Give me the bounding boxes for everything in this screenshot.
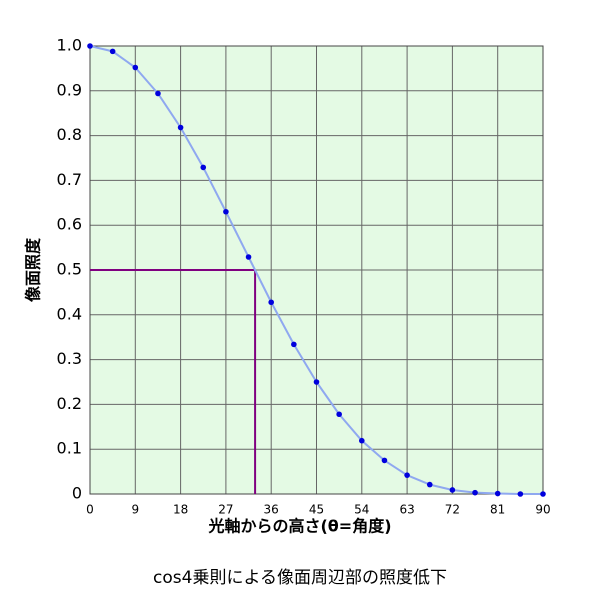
x-tick-label: 27 bbox=[218, 503, 233, 517]
x-tick-label: 54 bbox=[354, 503, 369, 517]
data-point bbox=[426, 481, 433, 488]
x-tick-label: 81 bbox=[490, 503, 505, 517]
x-tick-label: 18 bbox=[173, 503, 188, 517]
y-tick-label: 0.6 bbox=[57, 215, 82, 234]
data-point bbox=[494, 490, 501, 497]
chart-title: cos4乗則による像面周辺部の照度低下 bbox=[153, 568, 447, 588]
data-point bbox=[517, 491, 524, 497]
data-point bbox=[200, 164, 207, 171]
x-tick-label: 45 bbox=[309, 503, 324, 517]
x-tick-label: 36 bbox=[264, 503, 279, 517]
data-point bbox=[381, 457, 388, 464]
data-point bbox=[109, 48, 116, 55]
y-tick-label: 0.2 bbox=[57, 394, 82, 413]
data-point bbox=[291, 341, 297, 348]
data-point bbox=[540, 491, 546, 497]
x-tick-label: 0 bbox=[86, 503, 94, 517]
data-point bbox=[132, 64, 139, 71]
data-point bbox=[245, 254, 252, 260]
y-tick-label: 0.8 bbox=[57, 125, 82, 144]
data-point bbox=[155, 90, 161, 97]
data-point bbox=[359, 437, 365, 444]
x-tick-label: 63 bbox=[399, 503, 414, 517]
data-point bbox=[268, 299, 275, 306]
y-axis-label: 像面照度 bbox=[24, 237, 43, 302]
data-point bbox=[336, 411, 342, 418]
y-tick-label: 0.3 bbox=[57, 349, 82, 368]
y-tick-label: 0.1 bbox=[57, 439, 82, 458]
x-tick-label: 90 bbox=[535, 503, 550, 517]
data-point bbox=[404, 472, 410, 478]
x-axis-label: 光軸からの高さ(θ=角度) bbox=[207, 517, 391, 536]
y-tick-label: 0.7 bbox=[57, 170, 82, 189]
data-point bbox=[449, 487, 456, 493]
x-tick-label: 9 bbox=[131, 503, 139, 517]
y-tick-label: 0.4 bbox=[57, 304, 82, 323]
data-point bbox=[177, 124, 184, 131]
y-tick-label: 0 bbox=[72, 484, 82, 503]
x-tick-label: 72 bbox=[445, 503, 460, 517]
y-tick-label: 0.9 bbox=[57, 80, 82, 99]
data-point bbox=[472, 489, 478, 496]
y-tick-label: 1.0 bbox=[57, 36, 82, 55]
data-point bbox=[87, 43, 93, 49]
y-tick-label: 0.5 bbox=[57, 260, 82, 279]
data-point bbox=[223, 208, 229, 215]
data-point bbox=[313, 379, 320, 385]
